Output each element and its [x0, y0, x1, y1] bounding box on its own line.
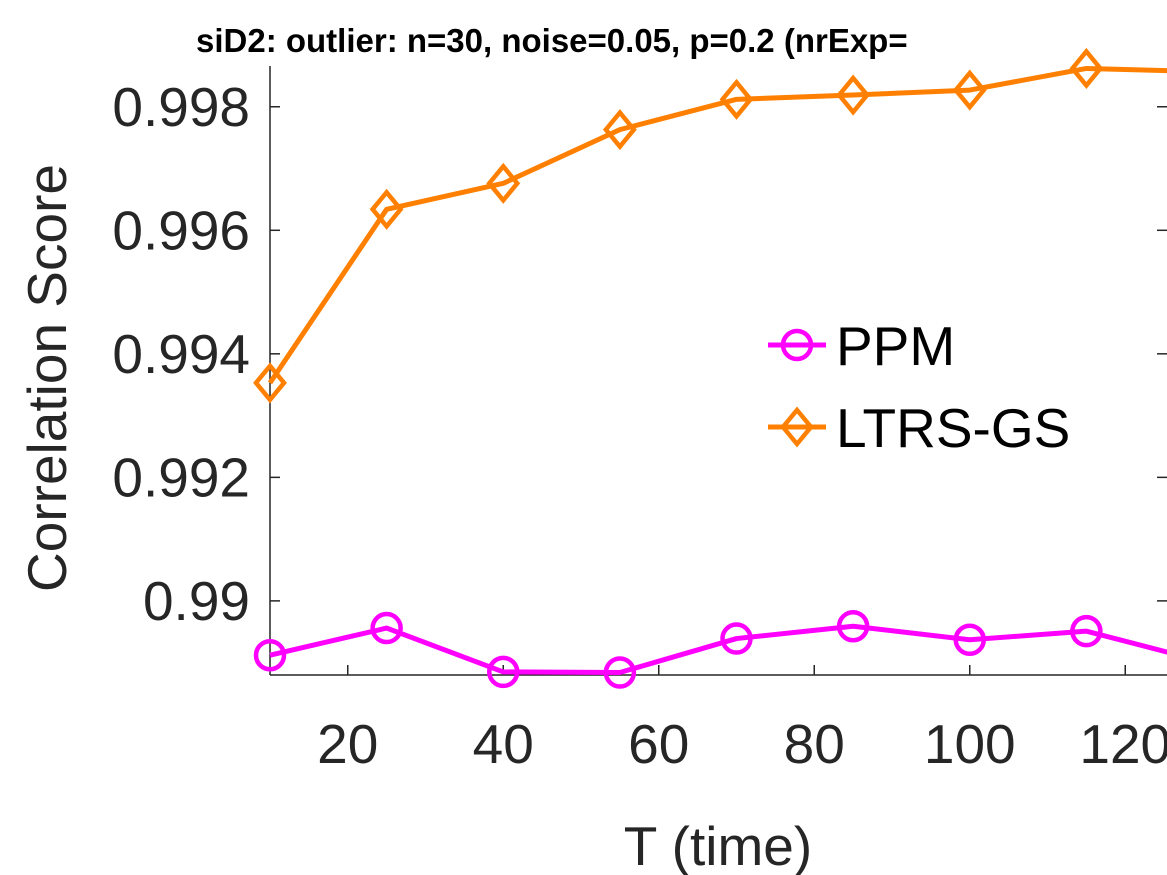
y-axis-label: Correlation Score [16, 164, 78, 592]
series-line [269, 623, 1167, 676]
x-tick-label: 40 [473, 713, 534, 775]
x-axis-label: T (time) [624, 815, 812, 875]
data-point [486, 162, 521, 204]
data-point [953, 623, 986, 657]
legend-marker [780, 406, 814, 448]
data-point [836, 609, 870, 643]
data-point [370, 611, 403, 645]
legend-item: LTRS-GS [768, 397, 1070, 459]
data-point [603, 656, 637, 689]
series-ltrs-gs [253, 47, 1167, 404]
plot-axes: 20 40 60 80 100 120 0.99 0.992 0.994 0.996 0.998 [112, 66, 1167, 775]
data-point [952, 69, 987, 111]
data-point [719, 78, 754, 120]
y-tick-label: 0.99 [143, 570, 250, 632]
x-tick-label: 80 [784, 713, 845, 775]
series-ppm [253, 609, 1167, 689]
y-tick-label: 0.998 [112, 76, 250, 138]
y-tick-label: 0.992 [112, 446, 250, 508]
data-point [836, 74, 871, 116]
series-line [267, 65, 1167, 385]
data-point [720, 622, 753, 655]
y-tick-label: 0.994 [112, 323, 250, 385]
data-point [1070, 614, 1103, 648]
data-point [253, 362, 287, 404]
data-point [487, 655, 520, 689]
data-point [602, 109, 637, 151]
legend-item: PPM [768, 315, 955, 377]
x-tick-label: 20 [317, 713, 378, 775]
data-point [1069, 47, 1104, 90]
x-tick-label: 60 [628, 713, 689, 775]
series-layer [253, 47, 1167, 689]
x-tick-label: 120 [1079, 713, 1167, 775]
data-point [253, 638, 287, 672]
legend: PPM LTRS-GS [768, 315, 1070, 459]
data-point [369, 188, 404, 230]
chart-title: siD2: outlier: n=30, noise=0.05, p=0.2 (… [196, 22, 908, 59]
y-tick-label: 0.996 [112, 199, 250, 261]
legend-label: LTRS-GS [836, 397, 1070, 459]
x-tick-label: 100 [924, 713, 1016, 775]
legend-label: PPM [836, 315, 955, 377]
legend-marker [780, 328, 814, 362]
